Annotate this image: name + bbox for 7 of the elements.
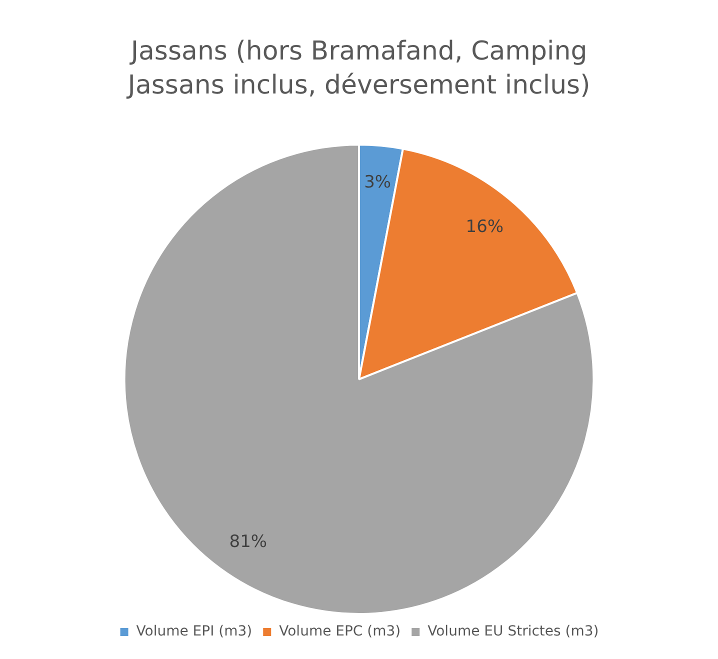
chart-title: Jassans (hors Bramafand, Camping Jassans inclus, déversement inclus) — [126, 36, 590, 100]
legend-label: Volume EU Strictes (m3) — [428, 624, 599, 640]
data-label: 81% — [229, 532, 268, 552]
legend-label: Volume EPC (m3) — [279, 624, 401, 640]
legend-label: Volume EPI (m3) — [136, 624, 252, 640]
data-label: 16% — [466, 216, 504, 237]
data-label: 3% — [364, 172, 392, 192]
